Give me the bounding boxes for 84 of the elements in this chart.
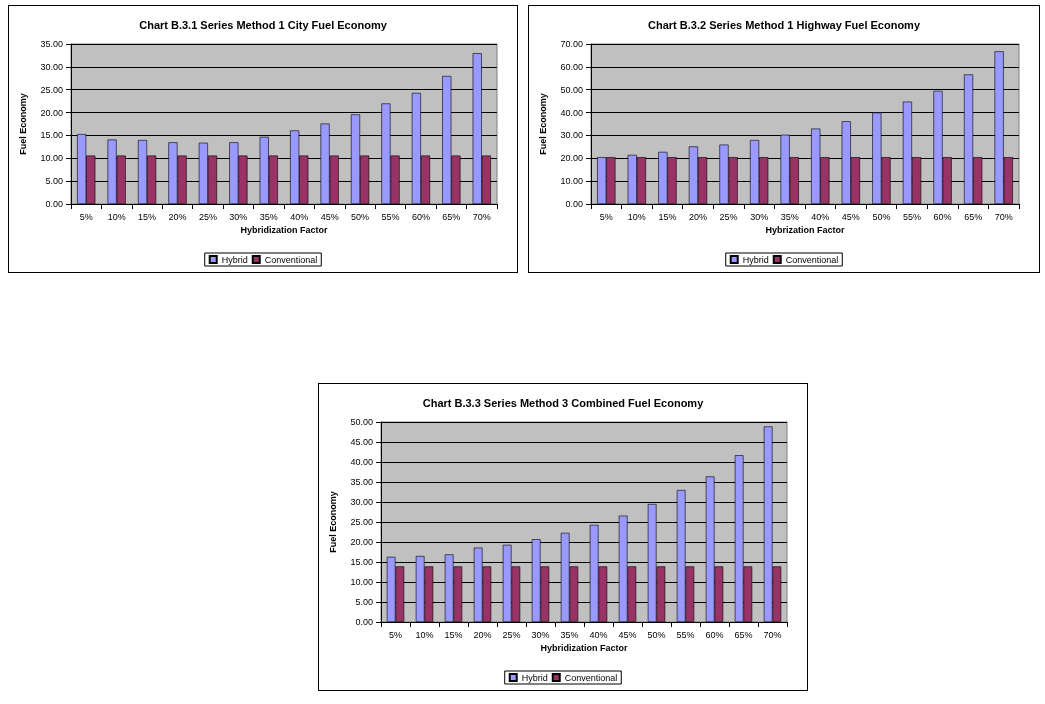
x-tick-label: 45% <box>320 211 339 222</box>
y-tick-label: 30.00 <box>350 497 373 507</box>
y-tick-label: 5.00 <box>355 597 373 607</box>
y-tick-label: 15.00 <box>350 557 373 567</box>
y-axis-title: Fuel Economy <box>537 93 548 155</box>
y-tick-label: 35.00 <box>40 39 63 49</box>
x-tick-label: 5% <box>599 211 613 222</box>
chart-title: Chart B.3.2 Series Method 1 Highway Fuel Economy <box>647 18 921 31</box>
y-tick-label: 45.00 <box>350 437 373 447</box>
x-tick-label: 10% <box>107 211 126 222</box>
y-tick-label: 10.00 <box>350 577 373 587</box>
y-tick-label: 40.00 <box>560 107 583 118</box>
x-tick-label: 50% <box>351 211 370 222</box>
x-tick-label: 55% <box>676 629 695 640</box>
y-tick-label: 25.00 <box>350 517 373 527</box>
y-tick-label: 0.00 <box>565 199 583 209</box>
x-tick-label: 25% <box>198 211 217 222</box>
x-tick-label: 55% <box>381 211 400 222</box>
x-tick-label: 45% <box>618 629 637 640</box>
x-tick-label: 55% <box>902 211 922 222</box>
x-tick-label: 15% <box>658 211 677 222</box>
y-axis-title: Fuel Economy <box>327 491 338 553</box>
legend-label: Conventional <box>785 254 839 265</box>
x-tick-label: 5% <box>79 211 93 222</box>
x-tick-label: 20% <box>688 211 708 222</box>
x-tick-label: 40% <box>811 211 830 222</box>
y-tick-label: 20.00 <box>560 153 583 164</box>
x-tick-label: 10% <box>627 211 646 222</box>
x-tick-label: 45% <box>841 211 860 222</box>
y-tick-label: 10.00 <box>560 176 583 187</box>
y-tick-label: 50.00 <box>560 84 583 95</box>
x-tick-label: 35% <box>780 211 799 222</box>
x-tick-label: 15% <box>444 629 463 640</box>
chart-title: Chart B.3.1 Series Method 1 City Fuel Economy <box>139 18 388 31</box>
chart-title: Chart B.3.3 Series Method 3 Combined Fuel Economy <box>422 396 705 409</box>
x-tick-label: 60% <box>933 211 952 222</box>
y-tick-label: 70.00 <box>560 39 583 49</box>
x-tick-label: 30% <box>750 211 769 222</box>
legend-label: Hybrid <box>221 254 248 265</box>
x-tick-label: 65% <box>734 629 753 640</box>
x-tick-label: 20% <box>473 629 492 640</box>
y-tick-label: 40.00 <box>350 457 373 467</box>
legend-label: Hybrid <box>521 672 548 683</box>
y-tick-label: 30.00 <box>40 61 63 72</box>
x-tick-label: 15% <box>138 211 157 222</box>
y-tick-label: 30.00 <box>560 130 583 141</box>
y-tick-label: 20.00 <box>350 537 373 547</box>
y-tick-label: 35.00 <box>350 477 373 487</box>
x-tick-label: 50% <box>647 629 666 640</box>
x-tick-label: 65% <box>964 211 983 222</box>
x-tick-label: 70% <box>994 211 1013 222</box>
y-tick-label: 15.00 <box>40 130 63 141</box>
y-tick-label: 20.00 <box>40 107 63 118</box>
y-tick-label: 10.00 <box>40 153 63 164</box>
x-tick-label: 50% <box>872 211 891 222</box>
x-tick-label: 35% <box>259 211 278 222</box>
legend-label: Hybrid <box>742 254 769 265</box>
x-tick-label: 40% <box>589 629 608 640</box>
x-axis-title: Hybridization Factor <box>240 225 328 236</box>
y-tick-label: 50.00 <box>350 417 373 427</box>
x-tick-label: 30% <box>531 629 550 640</box>
x-axis-title: Hybridization Factor <box>540 643 628 654</box>
y-tick-label: 5.00 <box>45 176 63 187</box>
x-tick-label: 65% <box>442 211 461 222</box>
x-axis-title: Hybrization Factor <box>765 225 845 236</box>
x-tick-label: 35% <box>560 629 579 640</box>
y-tick-label: 0.00 <box>355 617 373 627</box>
x-tick-label: 70% <box>472 211 491 222</box>
x-tick-label: 25% <box>719 211 738 222</box>
legend-label: Conventional <box>564 672 618 683</box>
x-tick-label: 60% <box>705 629 724 640</box>
legend-label: Conventional <box>264 254 318 265</box>
x-tick-label: 30% <box>229 211 248 222</box>
x-tick-label: 10% <box>415 629 434 640</box>
y-axis-title: Fuel Economy <box>17 93 28 155</box>
x-tick-label: 20% <box>168 211 187 222</box>
x-tick-label: 60% <box>411 211 430 222</box>
x-tick-label: 40% <box>290 211 309 222</box>
y-tick-label: 25.00 <box>40 84 63 95</box>
y-tick-label: 0.00 <box>45 199 63 209</box>
y-tick-label: 60.00 <box>560 61 583 72</box>
x-tick-label: 25% <box>502 629 521 640</box>
x-tick-label: 5% <box>388 629 403 640</box>
x-tick-label: 70% <box>763 629 782 640</box>
